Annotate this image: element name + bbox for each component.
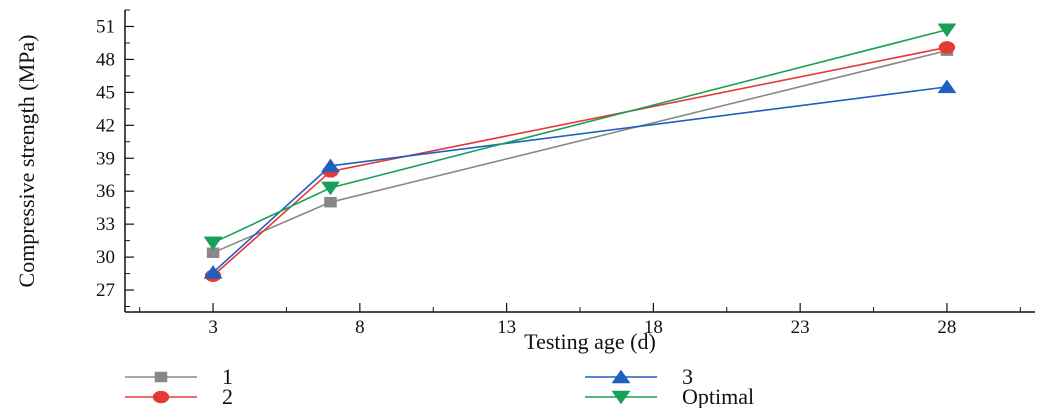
y-tick-label: 33 [96, 214, 115, 235]
legend-item: 3 [585, 364, 693, 389]
series-line [212, 46, 948, 277]
y-axis-title: Compressive strength (MPa) [14, 35, 39, 288]
legend-label: 2 [222, 384, 233, 408]
x-ticks: 3 8 13 18 23 28 [139, 303, 1021, 338]
legend-item: 1 [125, 364, 233, 389]
data-point [938, 41, 956, 54]
y-tick-label: 42 [96, 115, 115, 136]
legend-label: 3 [682, 364, 693, 389]
y-tick-label: 48 [96, 49, 115, 70]
y-ticks: 27 30 33 36 39 42 45 48 51 [96, 9, 134, 308]
data-point [321, 158, 340, 173]
y-tick-label: 36 [96, 181, 115, 202]
legend-item: 2 [125, 384, 233, 408]
series-4 [203, 23, 957, 251]
data-point [321, 181, 340, 196]
data-point [324, 196, 337, 208]
y-tick-label: 30 [96, 247, 115, 268]
series [203, 23, 957, 283]
data-point [203, 236, 223, 251]
axes [124, 10, 1035, 313]
series-line [212, 86, 948, 274]
y-tick-label: 51 [96, 16, 115, 37]
x-tick-label: 18 [644, 317, 663, 338]
series-line [212, 28, 948, 244]
legend-label: Optimal [682, 384, 754, 408]
legend-marker [611, 390, 631, 405]
x-tick-label: 28 [937, 317, 956, 338]
series-3 [203, 79, 957, 279]
y-tick-label: 27 [96, 280, 115, 301]
x-tick-label: 8 [355, 317, 365, 338]
legend-marker [611, 369, 631, 384]
data-point [937, 23, 957, 38]
series-2 [204, 41, 956, 283]
x-axis-title: Testing age (d) [524, 329, 656, 354]
legend-item: Optimal [585, 384, 754, 408]
legend-label: 1 [222, 364, 233, 389]
x-tick-label: 23 [791, 317, 810, 338]
series-1 [206, 45, 954, 258]
legend-marker [152, 390, 170, 404]
series-line [212, 49, 948, 254]
y-tick-label: 39 [96, 148, 115, 169]
x-tick-label: 3 [208, 317, 218, 338]
y-tick-label: 45 [96, 82, 115, 103]
data-point [937, 79, 957, 94]
x-tick-label: 13 [497, 317, 516, 338]
legend-marker [154, 371, 168, 383]
data-point [203, 265, 223, 279]
